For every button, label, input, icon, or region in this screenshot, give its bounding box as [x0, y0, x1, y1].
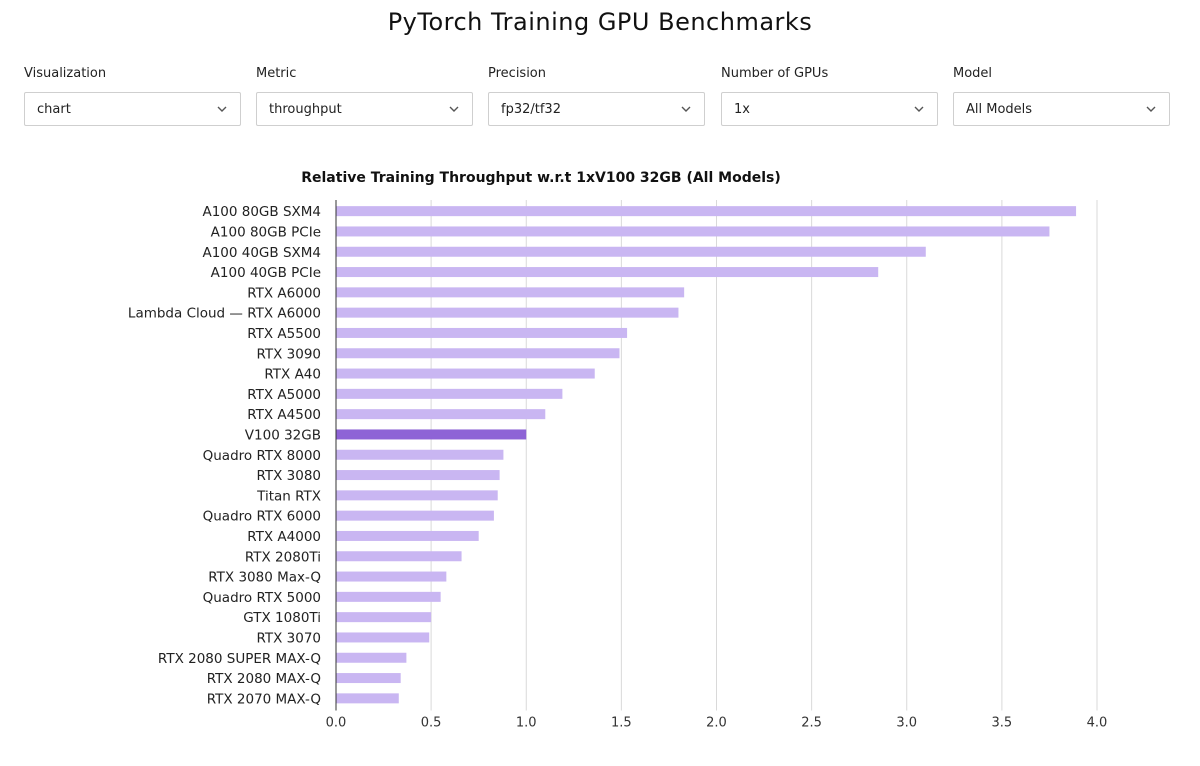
category-label: Quadro RTX 6000 — [203, 509, 321, 525]
x-axis-ticks: 0.0 0.5 1.0 1.5 2.0 2.5 3.0 3.5 4.0 — [326, 716, 1108, 731]
x-tick-label: 1.0 — [516, 716, 537, 731]
chevron-down-icon — [217, 106, 227, 112]
x-tick-label: 2.0 — [706, 716, 727, 731]
bar[interactable] — [336, 409, 546, 420]
gpu-count-filter: Number of GPUs 1x — [721, 66, 938, 126]
visualization-select[interactable]: chart — [24, 92, 241, 126]
bar[interactable] — [336, 632, 430, 643]
precision-filter: Precision fp32/tf32 — [488, 66, 705, 126]
chevron-down-icon — [914, 106, 924, 112]
precision-select[interactable]: fp32/tf32 — [488, 92, 705, 126]
x-tick-label: 2.5 — [801, 716, 822, 731]
bar[interactable] — [336, 368, 595, 379]
bar[interactable] — [336, 206, 1077, 217]
category-label: RTX 2080 SUPER MAX-Q — [158, 651, 321, 667]
bar[interactable] — [336, 673, 401, 684]
precision-value: fp32/tf32 — [501, 101, 561, 117]
category-label: RTX 2080 MAX-Q — [207, 671, 321, 687]
category-label: RTX A6000 — [247, 285, 321, 301]
visualization-value: chart — [37, 101, 71, 117]
bar[interactable] — [336, 267, 879, 278]
bar[interactable] — [336, 226, 1050, 237]
bar[interactable] — [336, 348, 620, 359]
bar[interactable] — [336, 449, 504, 460]
category-label: A100 80GB SXM4 — [202, 204, 321, 220]
x-tick-label: 4.0 — [1087, 716, 1108, 731]
throughput-bar-chart: Relative Training Throughput w.r.t 1xV10… — [128, 170, 1108, 731]
category-label: A100 40GB PCIe — [211, 265, 321, 281]
chevron-down-icon — [681, 106, 691, 112]
x-tick-label: 3.0 — [896, 716, 917, 731]
category-label: GTX 1080Ti — [243, 610, 321, 626]
category-label: RTX 3090 — [256, 346, 321, 362]
model-label: Model — [953, 66, 993, 81]
category-labels: A100 80GB SXM4 A100 80GB PCIe A100 40GB SX… — [128, 204, 321, 707]
category-label: RTX 3080 — [256, 468, 321, 484]
model-filter: Model All Models — [953, 66, 1170, 126]
category-label: Titan RTX — [256, 488, 321, 504]
chevron-down-icon — [449, 106, 459, 112]
category-label: V100 32GB — [245, 427, 321, 443]
category-label: Quadro RTX 5000 — [203, 590, 321, 606]
category-label: RTX A5500 — [247, 326, 321, 342]
visualization-filter: Visualization chart — [24, 66, 241, 126]
chart-bars — [336, 206, 1077, 704]
bar[interactable] — [336, 327, 628, 338]
category-label: RTX 3070 — [256, 630, 321, 646]
x-tick-label: 0.0 — [326, 716, 347, 731]
category-label: A100 80GB PCIe — [211, 224, 321, 240]
model-select[interactable]: All Models — [953, 92, 1170, 126]
metric-value: throughput — [269, 101, 342, 117]
bar[interactable] — [336, 470, 500, 481]
category-label: RTX 3080 Max-Q — [208, 570, 321, 586]
bar[interactable] — [336, 307, 679, 318]
chart-title: Relative Training Throughput w.r.t 1xV10… — [301, 170, 781, 186]
x-tick-label: 3.5 — [992, 716, 1013, 731]
bar[interactable] — [336, 490, 498, 501]
category-label: RTX 2080Ti — [245, 549, 321, 565]
bar[interactable] — [336, 287, 685, 298]
x-tick-label: 1.5 — [611, 716, 632, 731]
bar[interactable] — [336, 693, 399, 704]
metric-label: Metric — [256, 66, 297, 81]
bar[interactable] — [336, 551, 462, 562]
visualization-label: Visualization — [24, 66, 107, 81]
precision-label: Precision — [488, 66, 547, 81]
category-label: RTX A4500 — [247, 407, 321, 423]
metric-filter: Metric throughput — [256, 66, 473, 126]
category-label: RTX A4000 — [247, 529, 321, 545]
bar[interactable] — [336, 388, 563, 399]
category-label: RTX A40 — [264, 367, 321, 383]
gpu-count-value: 1x — [734, 101, 750, 117]
page-title: PyTorch Training GPU Benchmarks — [387, 8, 813, 36]
metric-select[interactable]: throughput — [256, 92, 473, 126]
bar[interactable] — [336, 429, 527, 440]
gpu-count-select[interactable]: 1x — [721, 92, 938, 126]
category-label: Quadro RTX 8000 — [203, 448, 321, 464]
chart-grid — [430, 200, 1098, 711]
gpu-count-label: Number of GPUs — [721, 66, 829, 81]
bar[interactable] — [336, 571, 447, 582]
category-label: A100 40GB SXM4 — [202, 245, 321, 261]
model-value: All Models — [966, 101, 1033, 117]
x-tick-label: 0.5 — [421, 716, 442, 731]
bar[interactable] — [336, 652, 407, 663]
bar[interactable] — [336, 510, 494, 521]
bar[interactable] — [336, 591, 441, 602]
category-label: Lambda Cloud — RTX A6000 — [128, 306, 321, 322]
category-label: RTX A5000 — [247, 387, 321, 403]
bar[interactable] — [336, 612, 432, 623]
bar[interactable] — [336, 530, 479, 541]
category-label: RTX 2070 MAX-Q — [207, 691, 321, 707]
chevron-down-icon — [1146, 106, 1156, 112]
bar[interactable] — [336, 246, 926, 257]
